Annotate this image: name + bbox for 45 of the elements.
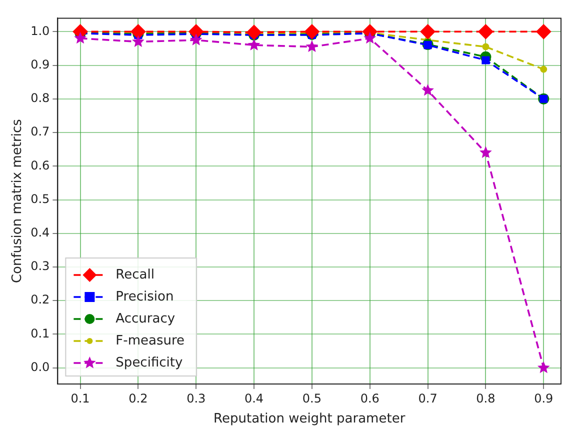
point xyxy=(190,34,202,46)
x-tick-label: 0.2 xyxy=(128,391,148,406)
y-tick-label: 0.0 xyxy=(30,360,50,374)
point xyxy=(74,32,86,44)
point xyxy=(364,32,376,44)
y-axis-title: Confusion matrix metrics xyxy=(10,118,26,284)
y-tick-label: 0.9 xyxy=(30,57,50,72)
y-tick-label: 0.3 xyxy=(30,259,50,274)
y-tick-label: 0.7 xyxy=(30,124,50,139)
point xyxy=(478,24,494,40)
y-tick-label: 0.4 xyxy=(30,226,50,240)
x-tick-label: 0.1 xyxy=(70,391,90,406)
x-tick-label: 0.3 xyxy=(186,391,206,406)
x-tick-label: 0.4 xyxy=(244,391,264,406)
point xyxy=(420,24,436,40)
point xyxy=(424,41,432,50)
x-tick-label: 0.7 xyxy=(418,391,438,406)
legend-label: F-measure xyxy=(116,333,185,348)
point xyxy=(536,24,552,40)
x-tick-label: 0.8 xyxy=(476,391,496,406)
point xyxy=(422,84,434,96)
y-tick-label: 0.8 xyxy=(30,91,50,106)
point xyxy=(306,40,318,52)
y-tick-label: 0.6 xyxy=(30,158,50,172)
point xyxy=(540,66,548,73)
x-tick-label: 0.9 xyxy=(534,391,554,406)
point xyxy=(537,361,550,374)
point xyxy=(480,146,492,158)
point xyxy=(188,24,204,40)
point xyxy=(246,24,262,40)
y-tick-label: 0.2 xyxy=(30,292,50,307)
legend-label: Accuracy xyxy=(116,311,176,326)
point xyxy=(482,43,490,50)
point xyxy=(482,56,490,64)
x-tick-label: 0.5 xyxy=(302,391,322,406)
y-tick-label: 1.0 xyxy=(30,24,50,38)
y-tick-label: 0.1 xyxy=(30,326,50,340)
x-tick-label: 0.6 xyxy=(360,391,380,406)
x-axis-title: Reputation weight parameter xyxy=(214,412,406,427)
legend-label: Precision xyxy=(116,289,174,304)
point xyxy=(304,24,320,40)
legend-label: Recall xyxy=(116,267,154,282)
y-tick-label: 0.5 xyxy=(30,192,50,206)
legend-label: Specificity xyxy=(116,355,183,370)
point xyxy=(248,38,260,50)
